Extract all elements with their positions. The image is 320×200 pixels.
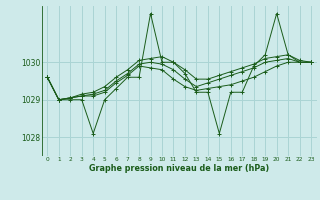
X-axis label: Graphe pression niveau de la mer (hPa): Graphe pression niveau de la mer (hPa) [89,164,269,173]
